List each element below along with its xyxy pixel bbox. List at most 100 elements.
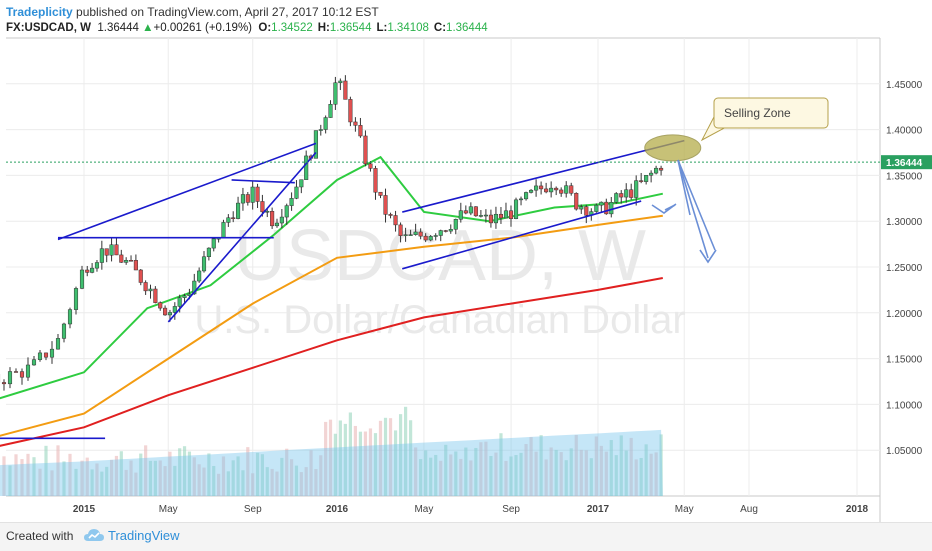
volume-bar [414,447,418,496]
volume-bar [119,451,123,496]
volume-bar [388,418,393,496]
candle-body [279,216,284,224]
time-tick-label: May [159,504,178,515]
close-value: 1.36444 [446,22,488,34]
volume-bar [139,453,143,496]
candle-body [163,307,168,316]
volume-bar [659,434,663,496]
candle-body [289,198,294,206]
volume-bar [644,444,648,496]
volume-bar [514,455,518,496]
volume-bar [629,437,633,496]
candle-body [90,267,95,273]
volume-bar [178,448,182,496]
volume-bar [519,452,523,496]
last-price: 1.36444 [97,22,139,34]
volume-bar [479,442,483,496]
candle-body [128,260,134,262]
candle-body [428,236,433,241]
candle-body [119,254,124,263]
candle-body [529,189,534,193]
candle-body [649,172,654,176]
candle-body [153,288,158,303]
last-price-label: 1.36444 [886,158,923,169]
tradingview-link[interactable]: TradingView [108,528,180,543]
candle-body [19,371,25,378]
candles-group [0,75,664,391]
high-label: H: [317,22,330,34]
volume-bar [241,470,245,496]
volume-bar [173,465,177,496]
volume-bar [398,414,403,496]
candle-body [348,99,353,123]
candle-body [167,312,173,316]
volume-bar [589,458,593,496]
candle-body [343,80,348,100]
volume-bar [182,446,187,496]
volume-bar [524,444,528,496]
volume-bar [163,466,167,496]
volume-bar [544,459,548,496]
candle-body [569,185,574,194]
candle-body [124,260,129,263]
volume-bar [429,457,433,496]
volume-bar [114,455,119,496]
candle-body [534,185,539,191]
volume-bar [564,460,568,496]
candle-body [67,309,73,325]
volume-bar [319,455,323,496]
volume-bar [403,406,408,496]
candle-body [338,80,343,83]
candle-body [138,269,143,283]
candle-body [236,202,241,219]
candle-body [398,224,403,236]
volume-bar [50,470,54,496]
candle-body [609,202,614,215]
volume-group [2,406,663,496]
candle-body [250,186,255,203]
volume-bar [280,457,284,496]
volume-bar [314,469,318,496]
candle-body [549,187,554,193]
volume-bar [343,423,347,496]
price-chart[interactable]: 1.45000 1.40000 1.35000 1.30000 1.25000 1.200… [0,0,932,522]
volume-bar [68,453,72,496]
candle-body [133,260,138,271]
candle-body [318,129,323,131]
arrow-head [651,203,677,214]
candle-body [418,231,423,237]
candle-body [323,117,328,130]
volume-bar [299,472,303,496]
last-price-badge [881,155,932,170]
volume-bar [44,445,48,496]
volume-bar [90,469,94,496]
time-tick-label: 2015 [73,504,96,515]
volume-bar [38,468,42,496]
price-tick-label: 1.05000 [886,446,923,457]
callout-box [713,97,829,129]
close-label: C: [433,22,447,34]
volume-bar [358,431,363,496]
candle-body [31,359,37,366]
projection-arrow [677,159,691,216]
candle-body [245,194,250,203]
volume-bar [324,421,328,496]
volume-bar [534,451,538,496]
candle-body [468,206,473,214]
candle-body [453,219,458,230]
volume-bar [424,450,428,496]
author-link[interactable]: Tradeplicity [6,5,73,19]
candle-body [211,238,216,249]
candle-body [458,210,463,220]
candle-body [624,189,629,198]
price-tick-label: 1.10000 [886,400,923,411]
low-value: 1.34108 [387,22,429,34]
volume-bar [8,465,12,496]
volume-bar [614,455,618,496]
candle-body [270,211,275,227]
candle-body [488,214,493,224]
candle-body [473,206,478,217]
volume-bar [153,460,157,496]
volume-bar [624,450,628,496]
candle-body [240,194,245,204]
